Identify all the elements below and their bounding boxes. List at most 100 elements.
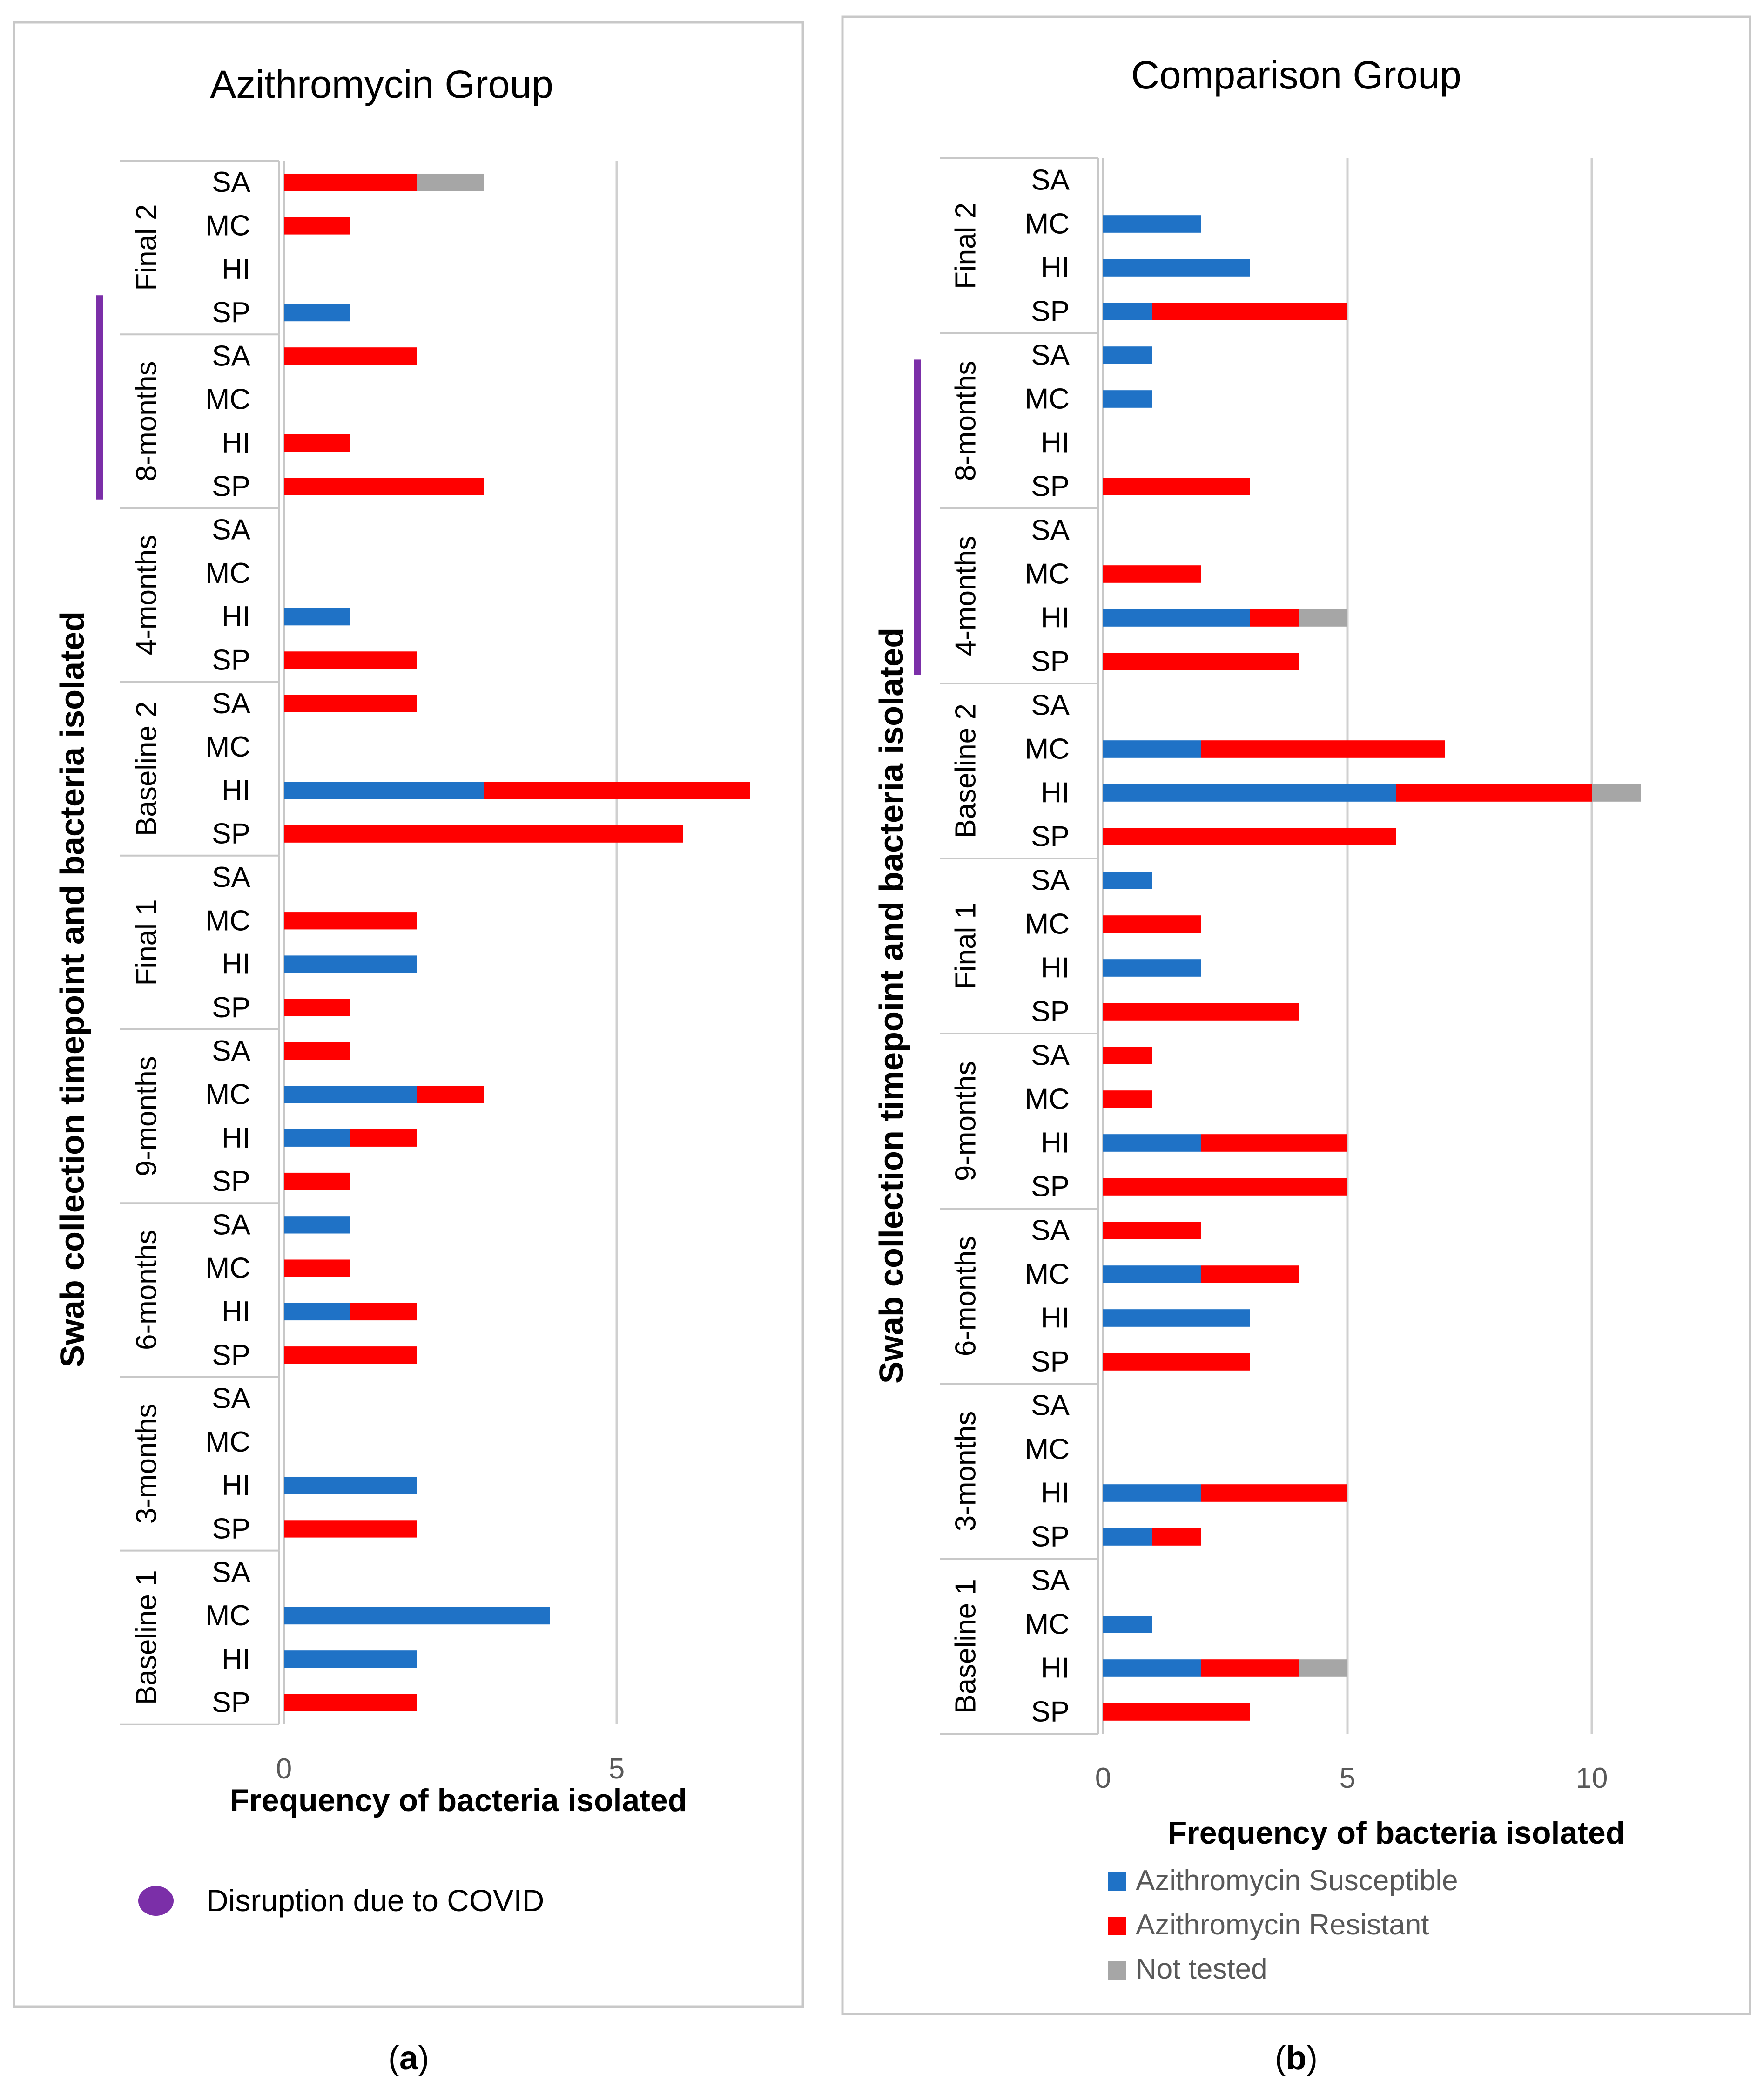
bar-a-8-months-sa-resistant bbox=[284, 347, 417, 365]
caption-a: (a) bbox=[388, 2040, 429, 2077]
group-label: 4-months bbox=[950, 536, 982, 656]
bar-b-8-months-sa-susceptible bbox=[1103, 346, 1152, 364]
category-label: MC bbox=[1025, 1433, 1070, 1466]
category-label: MC bbox=[206, 731, 250, 763]
bar-a-baseline-1-hi-susceptible bbox=[284, 1650, 417, 1668]
category-label: HI bbox=[1041, 1477, 1070, 1509]
group-label: Final 1 bbox=[950, 903, 982, 989]
group-label: Final 1 bbox=[131, 899, 163, 986]
bar-a-6-months-mc-resistant bbox=[284, 1259, 350, 1277]
category-label: MC bbox=[1025, 908, 1070, 940]
bar-b-4-months-hi-susceptible bbox=[1103, 609, 1250, 627]
bar-a-6-months-sa-susceptible bbox=[284, 1216, 350, 1234]
bar-a-baseline-1-mc-susceptible bbox=[284, 1607, 550, 1625]
category-label: SP bbox=[212, 1513, 250, 1545]
category-label: SA bbox=[1031, 1565, 1070, 1597]
bar-b-baseline-2-sp-resistant bbox=[1103, 828, 1396, 845]
category-label: SA bbox=[212, 514, 250, 546]
category-label: HI bbox=[1041, 1652, 1070, 1684]
xtick-label-b-5: 5 bbox=[1340, 1762, 1355, 1794]
bar-b-4-months-hi-not-tested bbox=[1299, 609, 1347, 627]
bar-a-final-2-sa-not-tested bbox=[417, 173, 484, 191]
category-label: HI bbox=[1041, 952, 1070, 984]
bar-b-final-1-sp-resistant bbox=[1103, 1003, 1299, 1021]
category-label: SP bbox=[212, 297, 250, 329]
category-label: HI bbox=[222, 1643, 250, 1675]
group-label: 9-months bbox=[950, 1061, 982, 1181]
bar-a-final-2-sp-susceptible bbox=[284, 304, 350, 322]
bar-b-4-months-mc-resistant bbox=[1103, 565, 1201, 583]
category-label: MC bbox=[1025, 1083, 1070, 1115]
bar-a-9-months-hi-resistant bbox=[350, 1129, 417, 1147]
group-label: Baseline 1 bbox=[950, 1579, 982, 1714]
category-label: SA bbox=[212, 1383, 250, 1415]
bar-a-6-months-hi-resistant bbox=[350, 1303, 417, 1321]
category-label: MC bbox=[206, 1600, 250, 1632]
panel-b-title: Comparison Group bbox=[1131, 53, 1461, 97]
bar-a-final-1-hi-susceptible bbox=[284, 955, 417, 973]
bar-b-9-months-sa-resistant bbox=[1103, 1047, 1152, 1064]
category-label: SP bbox=[1031, 296, 1070, 328]
category-label: SP bbox=[1031, 471, 1070, 503]
category-label: SA bbox=[212, 1035, 250, 1067]
category-label: SP bbox=[1031, 1696, 1070, 1728]
bar-b-final-2-sp-resistant bbox=[1152, 303, 1347, 320]
category-label: HI bbox=[222, 1122, 250, 1154]
group-label: 8-months bbox=[131, 361, 163, 481]
category-label: MC bbox=[206, 384, 250, 416]
group-label: 6-months bbox=[950, 1236, 982, 1356]
category-label: MC bbox=[206, 210, 250, 242]
category-label: MC bbox=[1025, 1609, 1070, 1641]
bar-b-baseline-2-mc-susceptible bbox=[1103, 740, 1201, 758]
panel-a-xlabel: Frequency of bacteria isolated bbox=[230, 1783, 687, 1818]
group-label: 6-months bbox=[131, 1230, 163, 1350]
bar-a-8-months-sp-resistant bbox=[284, 478, 484, 495]
category-label: SP bbox=[212, 1339, 250, 1371]
category-label: SA bbox=[212, 688, 250, 720]
category-label: HI bbox=[222, 774, 250, 806]
bar-b-9-months-sp-resistant bbox=[1103, 1178, 1347, 1196]
bar-b-3-months-sp-susceptible bbox=[1103, 1528, 1152, 1546]
legend-not-tested-swatch bbox=[1108, 1961, 1126, 1980]
category-label: HI bbox=[1041, 1302, 1070, 1334]
category-label: MC bbox=[1025, 733, 1070, 765]
bar-b-3-months-hi-resistant bbox=[1201, 1484, 1347, 1502]
category-label: SP bbox=[1031, 1521, 1070, 1553]
category-label: SP bbox=[1031, 996, 1070, 1028]
group-label: Final 2 bbox=[131, 204, 163, 291]
bar-a-8-months-hi-resistant bbox=[284, 434, 350, 452]
xtick-label-a-0: 0 bbox=[276, 1753, 292, 1785]
category-label: HI bbox=[222, 948, 250, 980]
bar-a-6-months-sp-resistant bbox=[284, 1346, 417, 1364]
category-label: MC bbox=[1025, 558, 1070, 590]
category-label: SA bbox=[212, 166, 250, 198]
legend-susceptible-label: Azithromycin Susceptible bbox=[1136, 1865, 1458, 1897]
group-label: 9-months bbox=[131, 1056, 163, 1176]
bar-a-baseline-1-sp-resistant bbox=[284, 1694, 417, 1711]
group-label: 8-months bbox=[950, 361, 982, 481]
category-label: SA bbox=[1031, 339, 1070, 372]
bar-b-9-months-hi-susceptible bbox=[1103, 1134, 1201, 1152]
category-label: SP bbox=[212, 992, 250, 1024]
category-label: MC bbox=[1025, 208, 1070, 240]
bar-a-6-months-hi-susceptible bbox=[284, 1303, 350, 1321]
category-label: SP bbox=[212, 644, 250, 676]
bar-b-baseline-1-hi-susceptible bbox=[1103, 1659, 1201, 1677]
category-label: SP bbox=[1031, 646, 1070, 678]
category-label: MC bbox=[1025, 1258, 1070, 1291]
category-label: MC bbox=[206, 1252, 250, 1284]
category-label: HI bbox=[1041, 777, 1070, 809]
bar-a-9-months-sp-resistant bbox=[284, 1172, 350, 1190]
group-label: 3-months bbox=[950, 1411, 982, 1531]
category-label: SA bbox=[1031, 514, 1070, 547]
bar-b-3-months-sp-resistant bbox=[1152, 1528, 1201, 1546]
bar-a-baseline-2-sp-resistant bbox=[284, 825, 683, 843]
bar-b-6-months-sp-resistant bbox=[1103, 1353, 1250, 1371]
bar-b-4-months-hi-resistant bbox=[1250, 609, 1299, 627]
bar-a-9-months-mc-resistant bbox=[417, 1086, 484, 1103]
category-label: HI bbox=[1041, 602, 1070, 634]
category-label: SA bbox=[212, 861, 250, 893]
bar-b-baseline-2-hi-resistant bbox=[1396, 784, 1592, 802]
category-label: SP bbox=[1031, 1171, 1070, 1203]
category-label: SA bbox=[1031, 865, 1070, 897]
